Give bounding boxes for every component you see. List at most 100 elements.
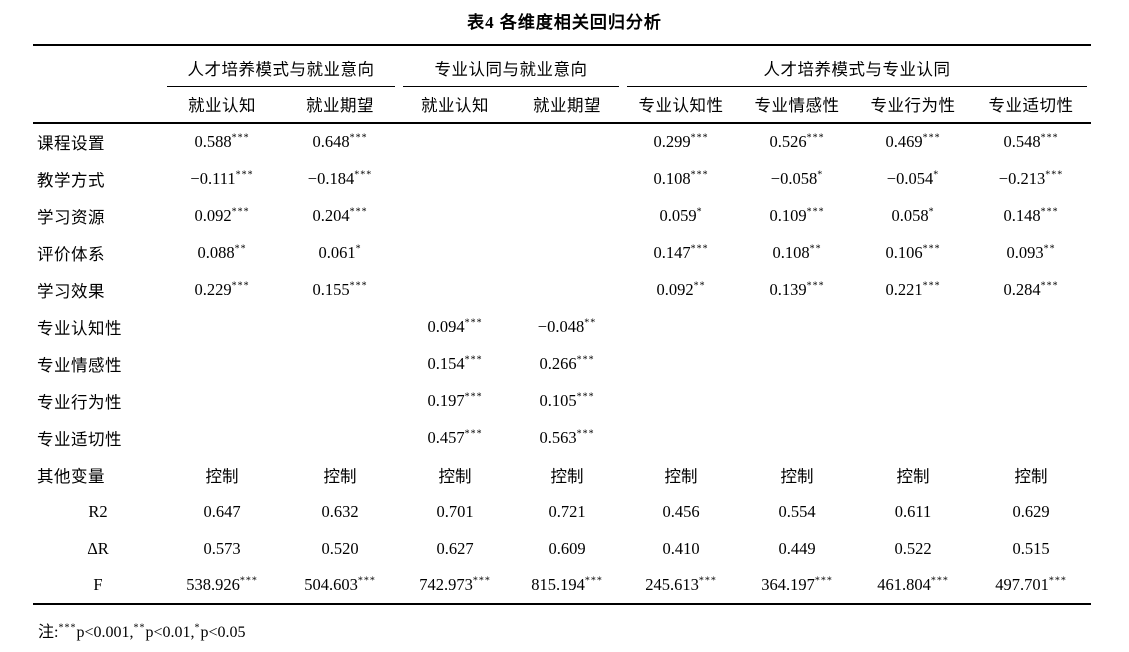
value-cell — [855, 382, 971, 419]
subheader-6: 专业情感性 — [739, 87, 855, 124]
value-cell — [739, 345, 855, 382]
value-cell — [623, 382, 739, 419]
significance-asterisks: *** — [1040, 132, 1059, 144]
value-cell — [855, 308, 971, 345]
value-cell — [281, 308, 399, 345]
significance-asterisks: ** — [809, 243, 822, 254]
significance-asterisks: *** — [231, 206, 250, 217]
significance-footnote: 注:***p<0.001,**p<0.01,*p<0.05 — [38, 622, 246, 641]
value-cell — [855, 419, 971, 456]
value-cell: −0.213*** — [998, 168, 1064, 188]
value-cell: 0.061* — [318, 242, 362, 262]
significance-asterisks: *** — [698, 575, 717, 587]
group-header-row: 人才培养模式与就业意向 专业认同与就业意向 人才培养模式与专业认同 — [33, 45, 1091, 124]
table-row: 其他变量 控制 控制 控制 控制 控制 控制 控制 控制 — [33, 456, 1091, 493]
value-cell — [163, 345, 281, 382]
table-row: 专业认知性 0.094*** −0.048** — [33, 308, 1091, 345]
significance-asterisks: *** — [1040, 280, 1059, 291]
row-label: 专业行为性 — [37, 392, 122, 412]
value-cell: 504.603*** — [304, 575, 376, 594]
value-cell: 0.522 — [894, 538, 932, 558]
value-cell: 控制 — [438, 466, 472, 486]
significance-asterisks: *** — [1040, 206, 1059, 217]
value-cell: 0.154*** — [427, 353, 483, 373]
significance-asterisks: *** — [464, 391, 483, 402]
value-cell — [623, 419, 739, 456]
value-cell — [511, 123, 623, 160]
value-cell: 0.588*** — [194, 132, 250, 151]
value-cell: −0.184*** — [307, 168, 373, 188]
regression-table: 人才培养模式与就业意向 专业认同与就业意向 人才培养模式与专业认同 就业认知 就业期望… — [33, 44, 1091, 605]
value-cell: 0.629 — [1012, 501, 1050, 521]
significance-asterisks: *** — [806, 206, 825, 217]
value-cell — [281, 345, 399, 382]
significance-asterisks: * — [194, 622, 201, 634]
corner-cell — [33, 45, 163, 124]
group-header-label: 人才培养模式与就业意向 — [187, 60, 375, 79]
row-label: 评价体系 — [37, 244, 105, 264]
significance-asterisks: ** — [584, 317, 597, 328]
value-cell: 0.058* — [891, 205, 935, 225]
row-label: R2 — [88, 501, 108, 521]
significance-asterisks: *** — [464, 354, 483, 365]
significance-asterisks: *** — [239, 575, 258, 587]
significance-asterisks: *** — [349, 280, 368, 291]
value-cell — [281, 419, 399, 456]
value-cell: 497.701*** — [995, 575, 1067, 594]
significance-asterisks: ** — [693, 280, 706, 291]
value-cell: −0.048** — [537, 316, 597, 336]
value-cell: 0.647 — [203, 501, 241, 521]
value-cell — [739, 382, 855, 419]
value-cell: 815.194*** — [531, 575, 603, 594]
row-label: 专业认知性 — [37, 318, 122, 338]
significance-asterisks: *** — [806, 132, 825, 144]
value-cell: 0.611 — [894, 501, 932, 521]
significance-asterisks: *** — [1048, 575, 1067, 587]
value-cell — [281, 382, 399, 419]
value-cell: 0.094*** — [427, 316, 483, 336]
value-cell: 控制 — [1014, 466, 1048, 486]
value-cell: 0.449 — [778, 538, 816, 558]
value-cell: 控制 — [550, 466, 584, 486]
row-label: ΔR — [87, 538, 109, 558]
significance-asterisks: *** — [464, 428, 483, 439]
table-body: 课程设置 0.588*** 0.648*** 0.299*** 0.526*** 0.46… — [33, 123, 1091, 604]
value-cell: 0.105*** — [539, 390, 595, 410]
value-cell: 控制 — [664, 466, 698, 486]
value-cell: 0.469*** — [885, 132, 941, 151]
value-cell: 0.197*** — [427, 390, 483, 410]
value-cell: 控制 — [896, 466, 930, 486]
value-cell — [971, 419, 1091, 456]
value-cell — [399, 123, 511, 160]
value-cell — [399, 160, 511, 197]
subheader-2: 就业期望 — [281, 87, 399, 124]
significance-asterisks: * — [933, 169, 940, 180]
significance-asterisks: *** — [472, 575, 491, 587]
value-cell — [623, 345, 739, 382]
significance-asterisks: *** — [576, 428, 595, 439]
row-label: 教学方式 — [37, 170, 105, 190]
significance-asterisks: *** — [231, 132, 250, 144]
value-cell — [511, 160, 623, 197]
value-cell: 0.573 — [203, 538, 241, 558]
subheader-7: 专业行为性 — [855, 87, 971, 124]
table-row: R2 0.647 0.632 0.701 0.721 0.456 0.554 0.611 0.6… — [33, 493, 1091, 530]
value-cell: 0.520 — [321, 538, 359, 558]
row-label: 其他变量 — [37, 466, 105, 486]
value-cell: 742.973*** — [419, 575, 491, 594]
value-cell: −0.058* — [770, 168, 824, 188]
table-row: ΔR 0.573 0.520 0.627 0.609 0.410 0.449 0.522 0.5… — [33, 530, 1091, 567]
value-cell — [739, 308, 855, 345]
value-cell: 0.701 — [436, 501, 474, 521]
group-header-1: 人才培养模式与就业意向 — [163, 45, 399, 87]
group-header-2: 专业认同与就业意向 — [399, 45, 623, 87]
significance-asterisks: *** — [690, 243, 709, 254]
subheader-1: 就业认知 — [163, 87, 281, 124]
value-cell — [511, 234, 623, 271]
subheader-4: 就业期望 — [511, 87, 623, 124]
significance-asterisks: *** — [690, 169, 709, 180]
significance-asterisks: ** — [234, 243, 247, 254]
value-cell: 0.627 — [436, 538, 474, 558]
significance-asterisks: *** — [922, 243, 941, 254]
significance-asterisks: *** — [349, 206, 368, 217]
